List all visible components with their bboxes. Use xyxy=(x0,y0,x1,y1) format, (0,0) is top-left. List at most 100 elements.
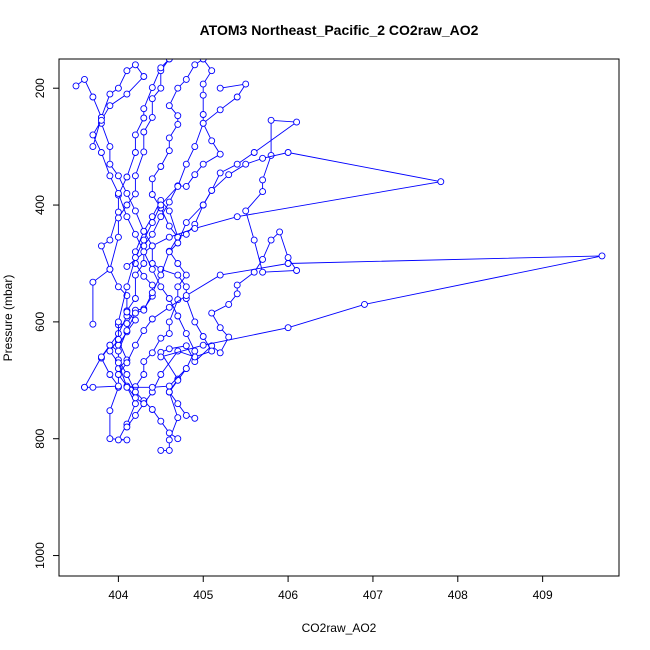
data-point xyxy=(131,230,139,238)
data-point xyxy=(89,383,97,391)
data-point xyxy=(216,169,224,177)
data-point xyxy=(199,119,207,127)
data-point xyxy=(106,435,114,443)
data-point xyxy=(216,324,224,332)
data-point xyxy=(259,255,267,263)
data-point xyxy=(89,320,97,328)
data-point xyxy=(148,191,156,198)
data-point xyxy=(114,382,122,390)
data-point xyxy=(174,239,182,247)
data-point xyxy=(140,248,148,256)
data-point xyxy=(114,347,122,355)
x-tick-label: 405 xyxy=(193,588,213,602)
data-point xyxy=(131,309,139,317)
data-point xyxy=(174,112,182,120)
data-point xyxy=(140,272,148,280)
data-point xyxy=(174,260,182,267)
data-point xyxy=(148,315,156,323)
x-tick-label: 408 xyxy=(448,588,468,602)
data-point xyxy=(114,318,122,326)
data-point xyxy=(182,182,190,190)
data-point xyxy=(182,75,190,83)
data-point xyxy=(140,306,148,314)
data-point xyxy=(361,300,368,308)
data-point xyxy=(72,82,80,90)
data-point xyxy=(131,131,139,139)
data-point xyxy=(140,105,148,113)
data-point xyxy=(131,61,139,69)
data-point xyxy=(140,128,148,136)
data-point xyxy=(165,429,173,437)
data-point xyxy=(199,80,207,88)
data-point xyxy=(106,143,114,151)
data-point xyxy=(165,388,173,396)
data-point xyxy=(191,61,199,69)
data-point xyxy=(140,260,148,267)
data-point xyxy=(165,222,173,230)
data-point xyxy=(259,176,267,184)
data-point xyxy=(267,236,275,244)
data-point xyxy=(123,383,131,391)
data-point xyxy=(106,407,114,415)
data-point xyxy=(106,236,114,244)
data-point xyxy=(276,228,284,236)
x-axis-label: CO2raw_AO2 xyxy=(302,621,377,635)
data-point xyxy=(148,281,156,289)
data-point xyxy=(165,233,173,241)
data-point xyxy=(123,201,131,209)
data-point xyxy=(123,359,131,367)
data-point xyxy=(182,292,190,300)
data-point xyxy=(165,207,173,215)
data-point xyxy=(267,151,275,159)
data-point xyxy=(140,227,148,235)
y-axis-label: Pressure (mbar) xyxy=(1,275,15,362)
data-point xyxy=(293,267,301,274)
data-point xyxy=(174,376,182,384)
data-point xyxy=(284,149,292,156)
data-point xyxy=(165,446,173,454)
data-point xyxy=(208,347,216,355)
data-point xyxy=(148,406,156,413)
series-line xyxy=(117,255,603,405)
data-point xyxy=(157,64,165,72)
data-point xyxy=(148,265,156,273)
data-point xyxy=(199,111,207,118)
data-point xyxy=(106,347,114,355)
data-point xyxy=(89,131,97,139)
data-point xyxy=(123,371,131,378)
data-point xyxy=(199,333,207,340)
data-point xyxy=(97,116,105,124)
data-point xyxy=(140,327,148,335)
series-layer xyxy=(72,59,606,454)
data-point xyxy=(131,190,139,198)
data-point xyxy=(131,254,139,262)
data-point xyxy=(233,93,241,101)
y-tick-label: 200 xyxy=(33,78,47,98)
data-point xyxy=(106,102,114,110)
y-tick-label: 400 xyxy=(33,195,47,215)
data-point xyxy=(131,341,139,349)
data-point xyxy=(242,80,250,88)
data-point xyxy=(174,400,182,408)
data-point xyxy=(182,271,190,279)
data-point xyxy=(131,388,139,396)
data-point xyxy=(97,353,105,361)
data-point xyxy=(250,149,258,156)
data-point xyxy=(148,113,156,121)
data-point xyxy=(148,289,156,297)
data-point xyxy=(140,236,148,244)
data-point xyxy=(208,309,216,317)
data-point xyxy=(97,242,105,250)
y-tick-label: 600 xyxy=(33,312,47,332)
data-point xyxy=(267,116,275,124)
data-point xyxy=(242,207,250,215)
data-point xyxy=(182,160,190,168)
data-point xyxy=(140,148,148,156)
plot-frame xyxy=(58,58,620,577)
data-point xyxy=(114,214,122,222)
data-point xyxy=(123,436,131,444)
x-tick-label: 407 xyxy=(363,588,383,602)
data-point xyxy=(131,149,139,156)
data-point xyxy=(131,394,139,402)
